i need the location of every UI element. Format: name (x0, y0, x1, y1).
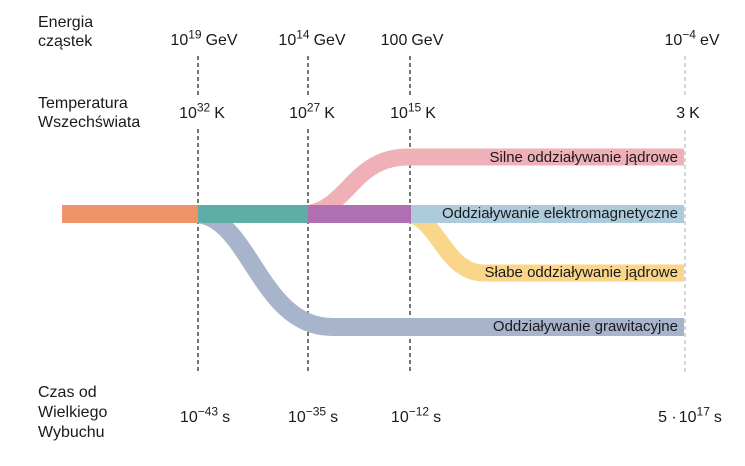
tick-unit: K (425, 105, 436, 122)
time-axis-title-line1: Czas od (38, 384, 97, 401)
tick-base: 10 (287, 409, 306, 426)
tick-base: 100 (380, 32, 408, 49)
tick-base: 10 (390, 105, 408, 122)
tick-unit: GeV (411, 32, 444, 49)
tick-unit: K (689, 105, 700, 122)
energy-tick-2: 1014 GeV (278, 27, 346, 50)
time-tick-1: 10−43 s (178, 404, 231, 427)
time-axis-title-line3: Wybuchu (38, 424, 105, 441)
energy-tick-1: 1019 GeV (170, 27, 238, 50)
tick-exponent: 19 (188, 27, 202, 42)
tick-base: 10 (664, 32, 683, 49)
tick-exponent: 17 (696, 404, 710, 419)
tick-base: 10 (179, 105, 197, 122)
unified-all-forces-segment (62, 205, 198, 223)
gut-era-segment (198, 205, 308, 223)
energy-axis-title: Energia cząstek (38, 13, 93, 51)
tick-unit: s (713, 409, 722, 426)
temperature-tick-2: 1027 K (289, 100, 335, 123)
electromagnetic-force-label: Oddziaływanie elektromagnetyczne (442, 205, 678, 222)
time-axis-title: Czas od Wielkiego Wybuchu (38, 383, 107, 443)
strong-force-label: Silne oddziaływanie jądrowe (489, 149, 678, 166)
time-tick-2: 10−35 s (286, 404, 339, 427)
tick-base: 10 (278, 32, 297, 49)
time-tick-3: 10−12 s (389, 404, 442, 427)
electroweak-era-segment (308, 205, 411, 223)
energy-tick-3: 100 GeV (381, 31, 444, 50)
tick-base: 10 (390, 409, 409, 426)
temperature-axis-title: Temperatura Wszechświata (38, 94, 140, 132)
time-axis-title-line2: Wielkiego (38, 404, 108, 421)
gravity-force-label: Oddziaływanie grawitacyjne (492, 318, 678, 335)
time-tick-4: 5 · 1017 s (658, 404, 722, 427)
tick-base: 10 (179, 409, 198, 426)
energy-axis-title-line2: cząstek (38, 33, 93, 50)
temperature-axis-title-line1: Temperatura (38, 95, 128, 112)
tick-unit: s (330, 409, 339, 426)
tick-exponent: −35 (305, 404, 327, 419)
energy-tick-4: 10−4 eV (664, 27, 720, 50)
temperature-tick-1: 1032 K (179, 100, 225, 123)
tick-unit: eV (699, 32, 720, 49)
energy-axis-title-line1: Energia (38, 14, 94, 31)
weak-force-label: Słabe oddziaływanie jądrowe (484, 264, 678, 281)
tick-exponent: −4 (682, 27, 696, 42)
tick-unit: s (433, 409, 442, 426)
tick-base: 3 (676, 105, 686, 122)
tick-base: 10 (289, 105, 307, 122)
tick-exponent: 15 (407, 100, 422, 115)
tick-exponent: 27 (306, 100, 321, 115)
tick-base: 10 (170, 32, 189, 49)
tick-exponent: 14 (296, 27, 310, 42)
tick-unit: s (222, 409, 231, 426)
temperature-axis-title-line2: Wszechświata (38, 114, 141, 131)
tick-exponent: −43 (197, 404, 219, 419)
tick-prefix: 5 · (658, 409, 677, 426)
temperature-tick-3: 1015 K (390, 100, 436, 123)
tick-exponent: −12 (408, 404, 430, 419)
electromagnetic-force-band (411, 205, 684, 223)
tick-unit: GeV (205, 32, 238, 49)
tick-base: 10 (678, 409, 697, 426)
tick-unit: K (324, 105, 335, 122)
tick-unit: GeV (313, 32, 346, 49)
tick-exponent: 32 (196, 100, 211, 115)
tick-unit: K (214, 105, 225, 122)
